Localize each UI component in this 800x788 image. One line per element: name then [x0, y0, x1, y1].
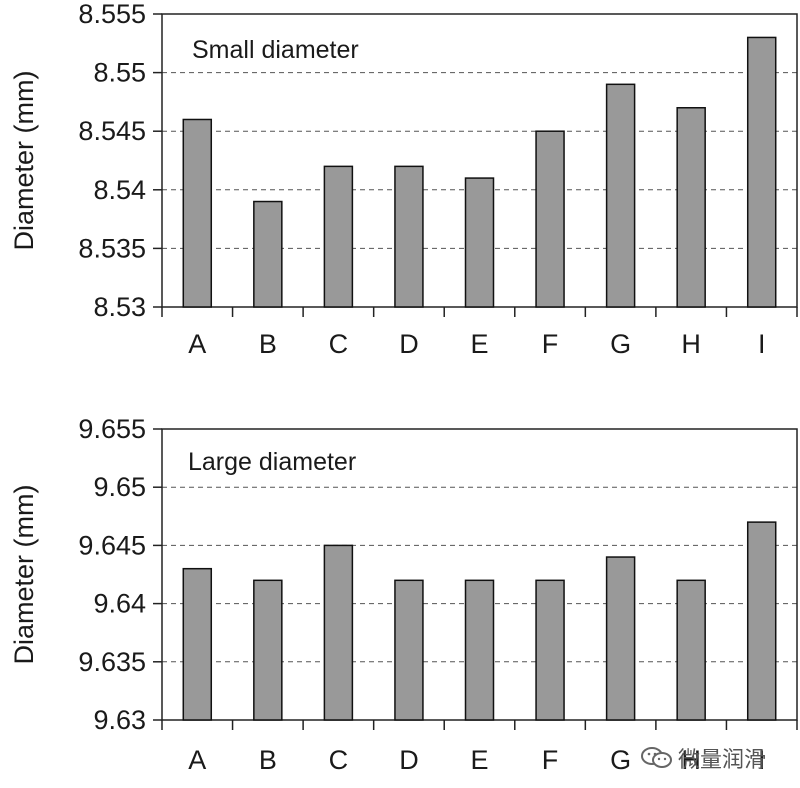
- bar-B: [253, 200, 283, 308]
- bar-C: [323, 544, 354, 721]
- chart-panel-1: 8.53 8.535 8.54 8.545 8.55 8.555 A B C D E F G H I Smal…: [9, 0, 798, 359]
- x-tick-label: F: [542, 329, 559, 359]
- bar-F: [535, 579, 565, 721]
- x-tick-label: E: [470, 329, 488, 359]
- x-tick-label: G: [610, 745, 631, 775]
- y-tick-label: 8.545: [78, 116, 146, 146]
- x-tick-label: H: [681, 329, 701, 359]
- x-tick-label: C: [329, 745, 349, 775]
- x-tick-label: I: [758, 329, 766, 359]
- x-tick-label: D: [399, 745, 419, 775]
- y-tick-label: 8.54: [93, 175, 146, 205]
- x-tick-label: I: [758, 745, 766, 775]
- y-tick-label: 8.555: [78, 0, 146, 29]
- x-tick-label: F: [542, 745, 559, 775]
- y-tick-label: 9.65: [93, 472, 146, 502]
- bar-F: [535, 130, 565, 308]
- x-tick-label: E: [470, 745, 488, 775]
- y-tick-label: 9.655: [78, 414, 146, 444]
- y-axis-title: Diameter (mm): [9, 71, 39, 251]
- bar-E: [464, 579, 495, 721]
- bar-B: [253, 579, 283, 721]
- bar-A: [182, 567, 213, 721]
- x-tick-label: A: [188, 745, 206, 775]
- bar-H: [676, 107, 706, 308]
- y-tick-label: 8.53: [93, 292, 146, 322]
- bar-G: [605, 556, 636, 721]
- chart-panel-2: 9.63 9.635 9.64 9.645 9.65 9.655 A B C D E F G H I Larg…: [9, 414, 798, 775]
- panel-title: Large diameter: [188, 448, 356, 476]
- x-tick-label: B: [259, 745, 277, 775]
- bar-I: [746, 521, 777, 721]
- x-tick-label: B: [259, 329, 277, 359]
- y-tick-label: 8.55: [93, 58, 146, 88]
- watermark: 微量润滑: [640, 738, 798, 778]
- bar-A: [182, 118, 213, 308]
- x-tick-label: G: [610, 329, 631, 359]
- y-tick-label: 9.635: [78, 647, 146, 677]
- watermark-text: 微量润滑: [678, 747, 767, 772]
- panel-title: Small diameter: [192, 36, 359, 64]
- x-tick-label: A: [188, 329, 206, 359]
- x-tick-label: C: [329, 329, 349, 359]
- bar-D: [394, 165, 424, 308]
- y-tick-label: 9.645: [78, 530, 146, 560]
- bar-E: [464, 177, 495, 308]
- bar-H: [676, 579, 706, 721]
- bar-I: [746, 36, 777, 308]
- y-axis-title: Diameter (mm): [9, 485, 39, 665]
- bar-C: [323, 165, 354, 308]
- bar-D: [394, 579, 424, 721]
- x-tick-label: D: [399, 329, 419, 359]
- wechat-icon: [641, 747, 672, 768]
- y-tick-label: 8.535: [78, 233, 146, 263]
- bar-G: [605, 83, 636, 308]
- x-tick-label: H: [681, 745, 701, 775]
- y-tick-label: 9.63: [93, 705, 146, 735]
- y-tick-label: 9.64: [93, 589, 146, 619]
